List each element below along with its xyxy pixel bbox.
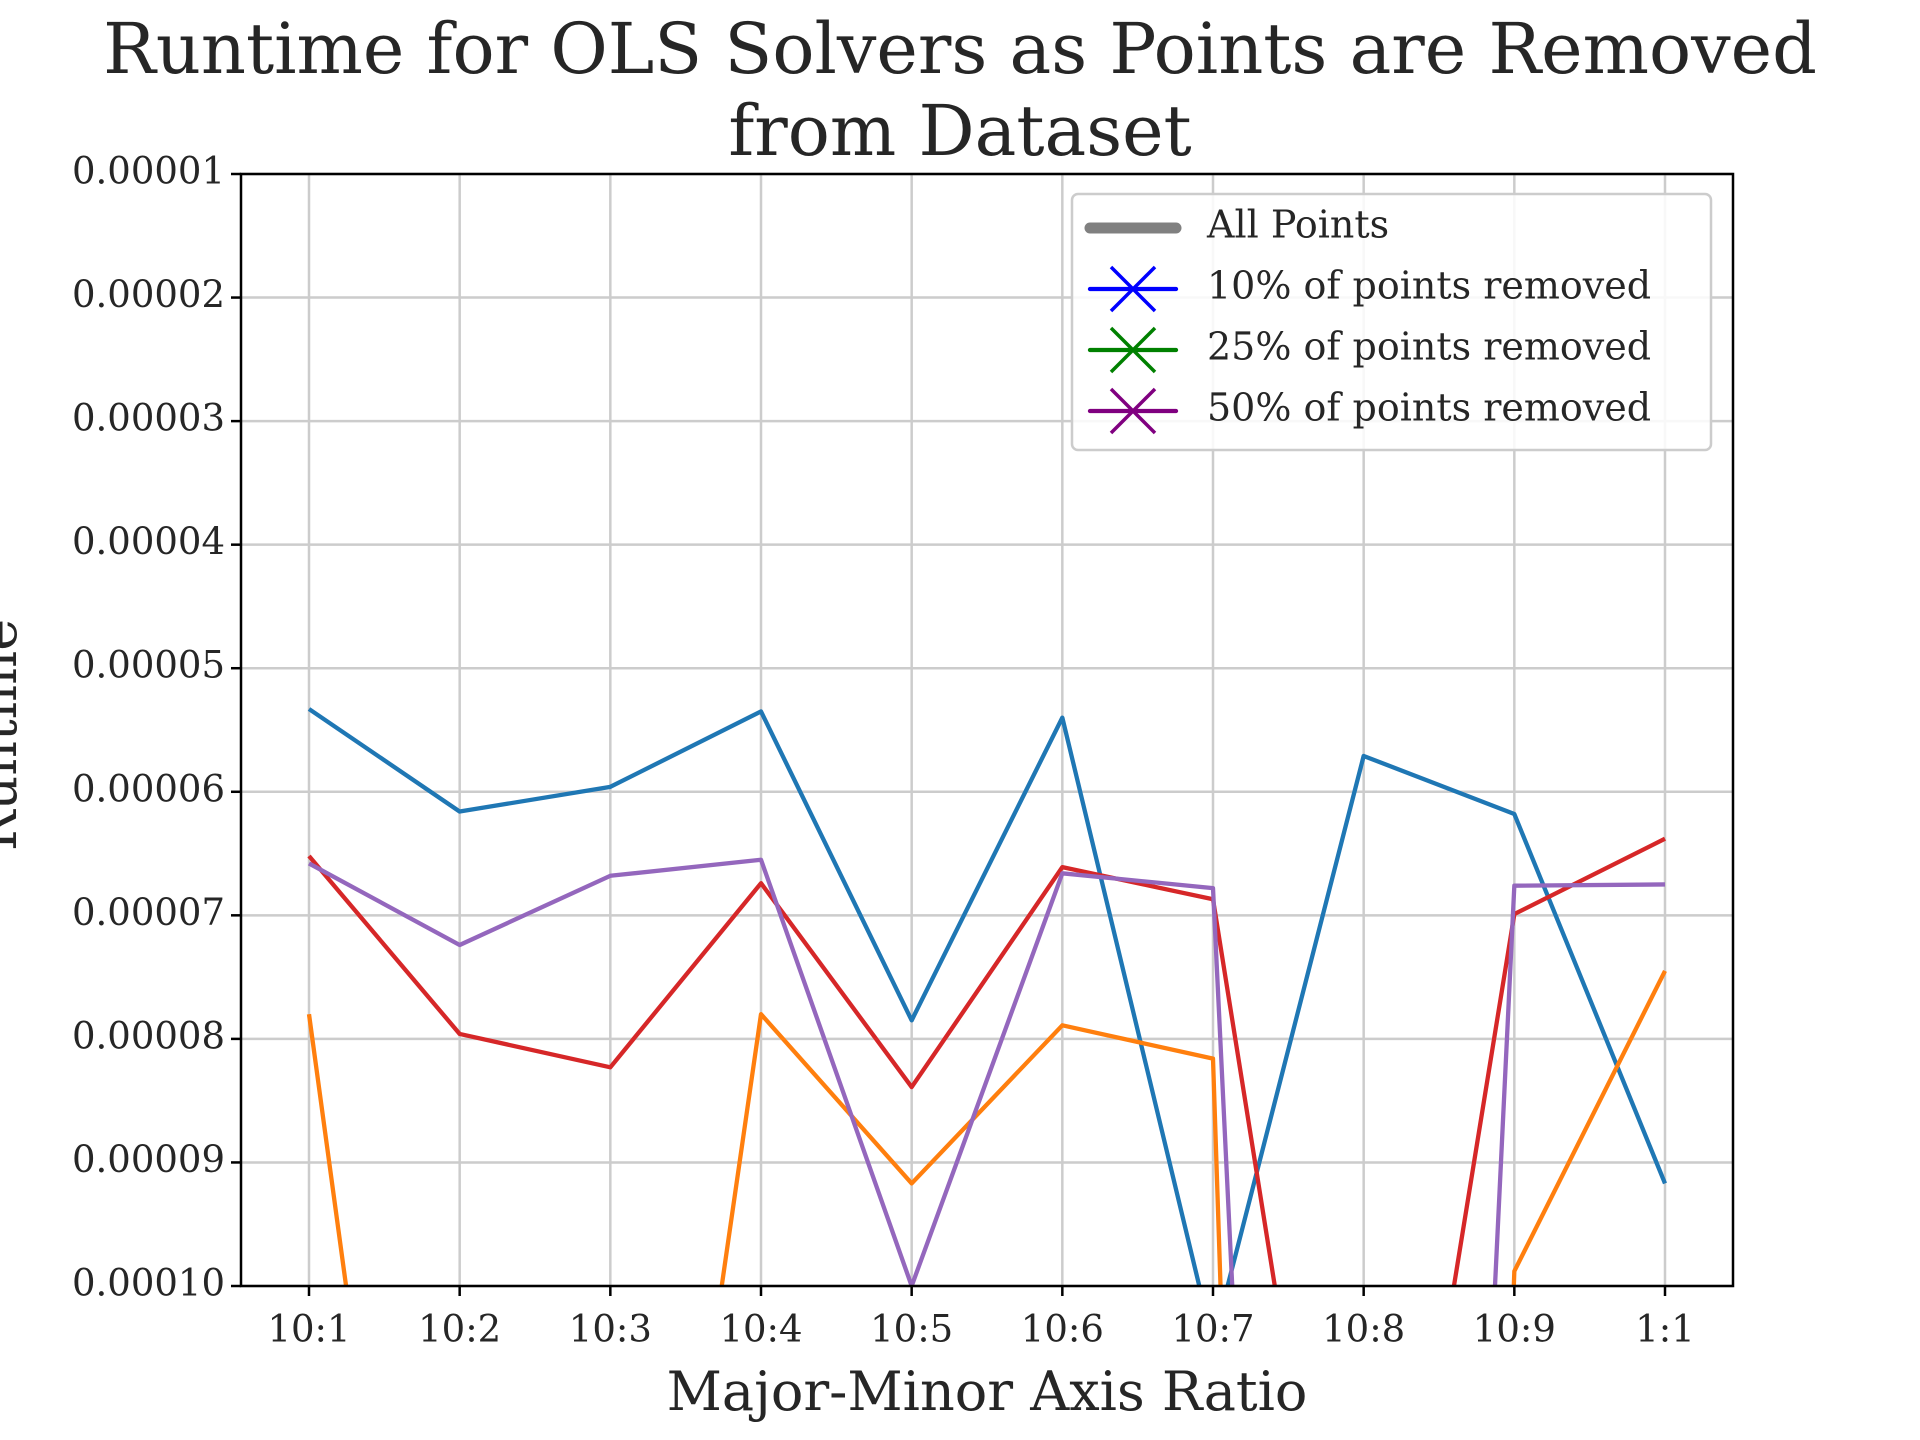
legend: All Points 10% of points removed 25% of po… [1070, 192, 1713, 452]
series-line [306, 969, 1667, 1286]
plot-frame [239, 172, 1735, 1288]
legend-label: All Points [1206, 203, 1389, 247]
x-tick-label: 10:4 [719, 1308, 802, 1351]
y-tick-label: 0.00009 [72, 1138, 225, 1181]
x-tick-label: 10:2 [418, 1308, 501, 1351]
y-tick-label: 0.00003 [72, 397, 225, 440]
legend-marker [1109, 326, 1157, 374]
y-tick-label: 0.00004 [72, 520, 225, 563]
y-tick-label: 0.00006 [72, 767, 225, 810]
x-tick-label: 10:7 [1171, 1308, 1254, 1351]
legend-box [1070, 192, 1713, 452]
plot-lines [306, 707, 1667, 1286]
series-line [307, 836, 1666, 1286]
series-line [307, 857, 1666, 1286]
x-tick-label: 10:5 [870, 1308, 953, 1351]
legend-label: 25% of points removed [1207, 325, 1651, 369]
y-tick-label: 0.00005 [72, 644, 225, 687]
x-tick-label: 10:8 [1322, 1308, 1405, 1351]
legend-marker [1109, 387, 1157, 435]
series-line [307, 707, 1667, 1286]
chart-title: Runtime for OLS Solvers as Points are Re… [103, 8, 1817, 172]
y-tick-label: 0.00010 [72, 1262, 225, 1305]
y-tick-label: 0.00007 [72, 891, 225, 934]
x-tick-label: 10:9 [1473, 1308, 1556, 1351]
y-tick-label: 0.00001 [72, 150, 225, 193]
x-tick-label: 10:6 [1021, 1308, 1104, 1351]
x-tick-label: 1:1 [1635, 1308, 1695, 1351]
y-axis-label: Runtime [0, 619, 29, 851]
y-tick-label: 0.00008 [72, 1014, 225, 1057]
x-tick-label: 10:3 [569, 1308, 652, 1351]
x-axis-label: Major-Minor Axis Ratio [667, 1360, 1308, 1423]
legend-label: 50% of points removed [1207, 386, 1651, 430]
legend-label: 10% of points removed [1207, 264, 1651, 308]
x-tick-label: 10:1 [267, 1308, 350, 1351]
legend-marker [1109, 265, 1157, 313]
ticks: 0.00001 0.00002 0.00003 0.00004 0.00005 0.000… [72, 150, 1695, 1351]
y-tick-label: 0.00002 [72, 273, 225, 316]
